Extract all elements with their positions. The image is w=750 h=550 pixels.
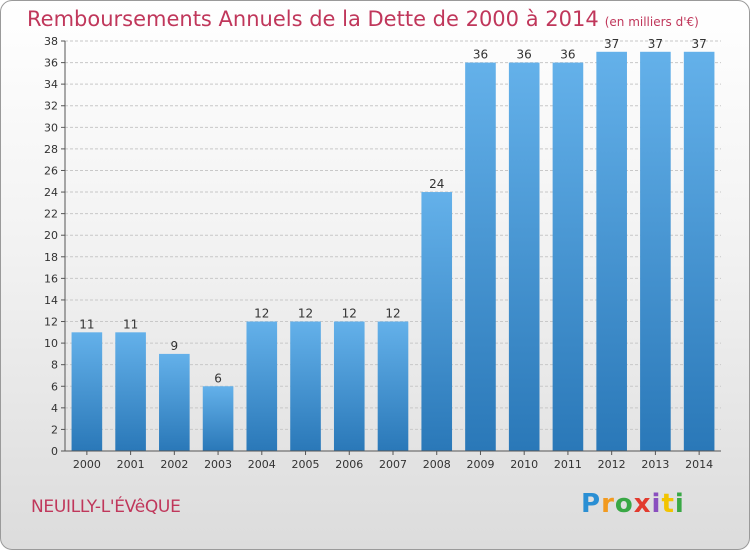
- bar-2009: [465, 62, 496, 451]
- y-tick-label: 6: [51, 380, 58, 393]
- y-tick-label: 36: [44, 57, 58, 70]
- logo-letter: t: [661, 489, 675, 519]
- y-tick-label: 2: [51, 423, 58, 436]
- data-label-2003: 6: [214, 371, 222, 385]
- x-tick-label-2014: 2014: [685, 458, 713, 471]
- bar-2001: [115, 332, 146, 451]
- data-label-2002: 9: [171, 339, 179, 353]
- city-name: NEUILLY-L'ÉVêQUE: [31, 497, 181, 517]
- bar-2011: [552, 62, 584, 451]
- y-tick-label: 16: [44, 272, 58, 285]
- x-tick-label-2003: 2003: [204, 458, 232, 471]
- y-tick-label: 32: [44, 100, 58, 113]
- x-tick-label-2000: 2000: [73, 458, 101, 471]
- bar-2006: [333, 321, 365, 451]
- chart-unit-note: (en milliers d'€): [604, 15, 699, 29]
- logo-letter: P: [581, 489, 602, 519]
- data-label-2007: 12: [385, 307, 400, 321]
- x-tick-label-2012: 2012: [598, 458, 626, 471]
- bar-2004: [246, 321, 278, 451]
- x-tick-label-2013: 2013: [641, 458, 669, 471]
- data-label-2008: 24: [429, 177, 444, 191]
- x-tick-label-2006: 2006: [335, 458, 363, 471]
- logo-letter: o: [614, 489, 634, 519]
- data-label-2005: 12: [298, 307, 313, 321]
- data-label-2000: 11: [79, 317, 94, 331]
- logo-letter: i: [651, 489, 662, 519]
- bar-2013: [640, 51, 671, 451]
- y-tick-label: 10: [44, 337, 58, 350]
- y-tick-label: 0: [51, 445, 58, 458]
- data-label-2012: 37: [604, 37, 619, 51]
- data-label-2001: 11: [123, 317, 138, 331]
- y-tick-label: 26: [44, 164, 58, 177]
- data-label-2004: 12: [254, 307, 269, 321]
- data-label-2013: 37: [648, 37, 663, 51]
- x-tick-label-2009: 2009: [466, 458, 494, 471]
- y-tick-label: 8: [51, 359, 58, 372]
- y-tick-label: 22: [44, 208, 58, 221]
- data-label-2009: 36: [473, 48, 488, 62]
- y-tick-label: 12: [44, 316, 58, 329]
- data-label-2006: 12: [342, 307, 357, 321]
- data-label-2014: 37: [691, 37, 706, 51]
- y-tick-label: 34: [44, 78, 58, 91]
- chart-title-text: Remboursements Annuels de la Dette de 20…: [27, 7, 599, 31]
- y-tick-label: 38: [44, 35, 58, 48]
- bar-2014: [683, 51, 715, 451]
- bar-2010: [508, 62, 540, 451]
- x-tick-label-2005: 2005: [292, 458, 320, 471]
- bars: 11 11 9 6 12 12 12 12 24 36 36 36 37 37 37: [71, 37, 715, 452]
- y-tick-label: 20: [44, 229, 58, 242]
- bar-2000: [71, 332, 103, 451]
- x-tick-label-2011: 2011: [554, 458, 582, 471]
- x-tick-label-2004: 2004: [248, 458, 276, 471]
- logo-letter: x: [633, 489, 652, 519]
- data-label-2010: 36: [517, 48, 532, 62]
- y-tick-label: 28: [44, 143, 58, 156]
- bar-2012: [596, 51, 627, 451]
- proxiti-logo: Proxiti: [581, 489, 685, 519]
- bar-2008: [421, 192, 453, 452]
- x-tick-label-2010: 2010: [510, 458, 538, 471]
- y-tick-label: 18: [44, 251, 58, 264]
- x-tick-label-2008: 2008: [423, 458, 451, 471]
- data-label-2011: 36: [560, 48, 575, 62]
- y-tick-label: 24: [44, 186, 58, 199]
- chart-title: Remboursements Annuels de la Dette de 20…: [27, 7, 699, 31]
- logo-letter: i: [674, 489, 685, 519]
- bar-2005: [290, 321, 321, 451]
- bar-2003: [202, 386, 234, 451]
- y-tick-label: 30: [44, 121, 58, 134]
- x-tick-label-2007: 2007: [379, 458, 407, 471]
- y-tick-label: 4: [51, 402, 58, 415]
- bar-2007: [377, 321, 409, 451]
- x-tick-label-2001: 2001: [117, 458, 145, 471]
- y-tick-label: 14: [44, 294, 58, 307]
- x-tick-label-2002: 2002: [160, 458, 188, 471]
- bar-2002: [159, 353, 190, 451]
- logo-letter: r: [601, 489, 615, 519]
